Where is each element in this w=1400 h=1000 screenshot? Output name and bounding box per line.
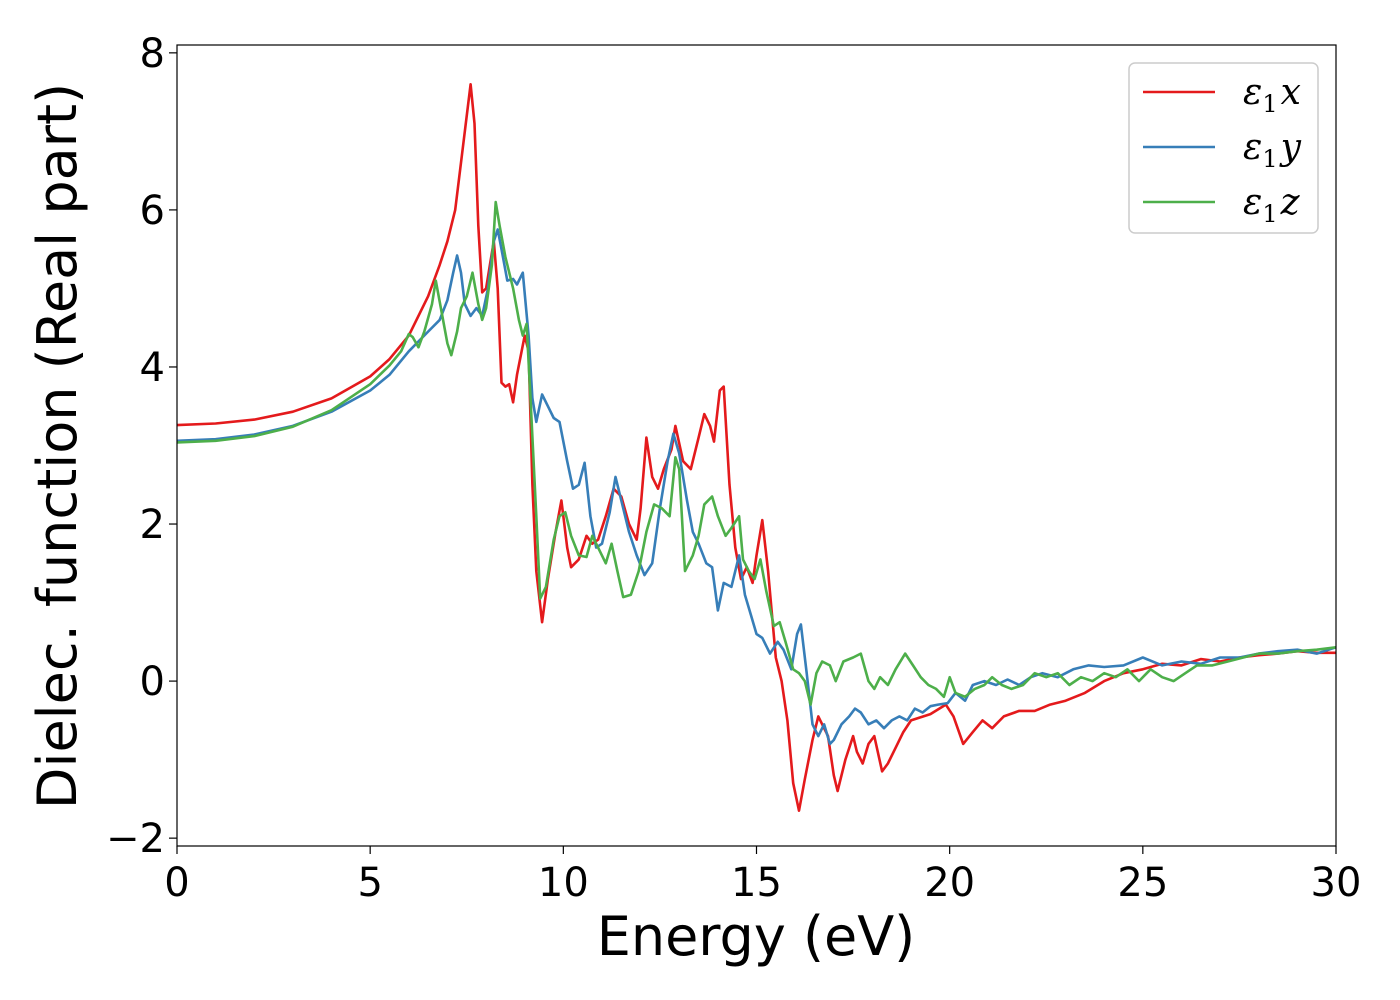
legend-frame [1128,62,1319,234]
x-tick-label: 0 [164,860,189,906]
x-tick-label: 30 [1311,860,1362,906]
y-tick-label: 4 [140,345,165,391]
y-tick-label: 2 [140,502,165,548]
y-axis-title: Dielec. function (Real part) [26,83,89,809]
series-lines [177,83,1336,812]
x-axis-title: Energy (eV) [597,905,916,968]
legend: ε1x ε1y ε1z [1128,62,1319,234]
y-tick-label: −2 [106,816,165,862]
y-axis-ticks: −2 0 2 4 6 8 [106,31,177,862]
series-line-z [177,200,1336,706]
y-tick-label: 6 [140,188,165,234]
x-tick-label: 15 [731,860,782,906]
y-tick-label: 8 [140,31,165,77]
series-line-x [177,83,1336,812]
legend-label-y: ε1y [1243,127,1302,173]
x-tick-label: 5 [357,860,382,906]
x-tick-label: 10 [538,860,589,906]
legend-label-z: ε1z [1243,182,1301,228]
x-tick-label: 25 [1117,860,1168,906]
x-axis-ticks: 0 5 10 15 20 25 30 [164,846,1361,906]
x-tick-label: 20 [924,860,975,906]
y-tick-label: 0 [140,659,165,705]
legend-label-x: ε1x [1243,72,1301,118]
